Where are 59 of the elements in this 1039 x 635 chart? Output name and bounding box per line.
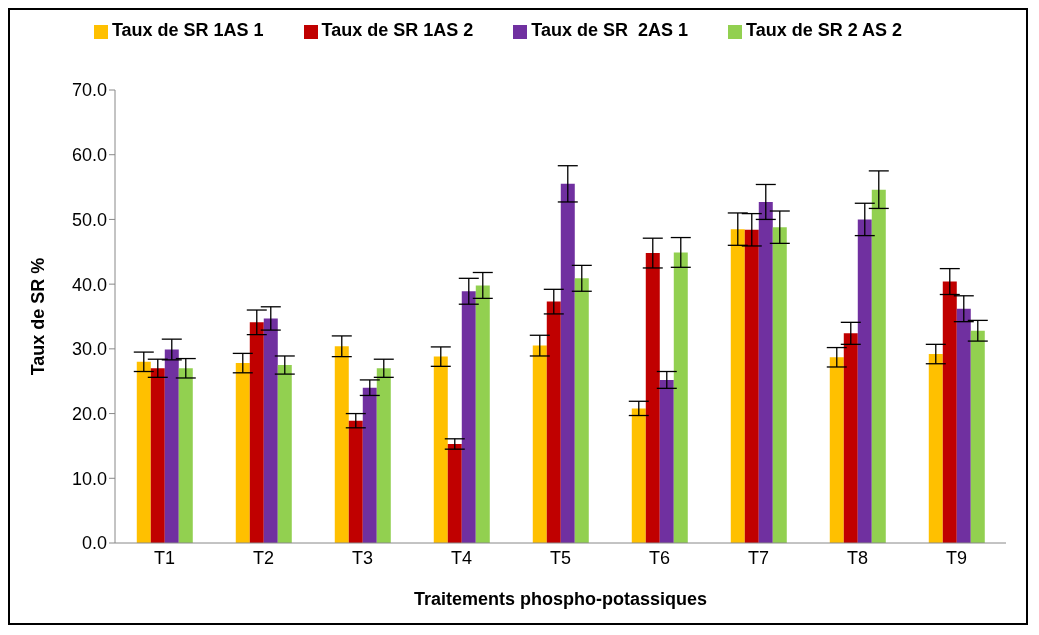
- bar: [659, 379, 674, 543]
- bar: [362, 387, 377, 543]
- legend-label: Taux de SR 1AS 1: [111, 20, 264, 40]
- legend-label: Taux de SR 1AS 2: [321, 20, 474, 40]
- bar: [928, 354, 943, 543]
- bar: [277, 365, 292, 543]
- bar: [772, 227, 787, 543]
- bar: [829, 357, 844, 543]
- x-tick-label: T2: [252, 547, 275, 568]
- x-tick-label: T3: [351, 547, 374, 568]
- bar: [334, 346, 349, 543]
- x-axis-title: Traitements phospho-potassiques: [413, 589, 708, 609]
- bar: [461, 291, 476, 543]
- y-tick-label: 30.0: [71, 339, 107, 360]
- bar: [150, 368, 165, 543]
- y-tick-label: 10.0: [71, 468, 107, 489]
- legend-label: Taux de SR 2AS 1: [531, 20, 689, 40]
- bar: [730, 229, 745, 543]
- y-tick-label: 50.0: [71, 209, 107, 230]
- bar: [164, 349, 179, 543]
- bar: [249, 322, 264, 543]
- bar: [574, 278, 589, 543]
- bar: [956, 308, 971, 543]
- x-tick-label: T1: [153, 547, 176, 568]
- bar: [348, 420, 363, 543]
- bar: [263, 318, 278, 543]
- bar: [178, 368, 193, 543]
- bar: [871, 189, 886, 543]
- bar: [942, 281, 957, 543]
- x-tick-label: T4: [450, 547, 473, 568]
- bar: [475, 285, 490, 543]
- y-tick-label: 70.0: [71, 80, 107, 101]
- bar: [843, 333, 858, 543]
- bar: [631, 408, 646, 543]
- y-tick-label: 60.0: [71, 145, 107, 166]
- bar: [546, 301, 561, 543]
- bar: [235, 363, 250, 543]
- bar: [560, 183, 575, 543]
- bar: [857, 219, 872, 543]
- y-tick-label: 0.0: [81, 533, 107, 554]
- bar: [744, 229, 759, 543]
- bar: [136, 361, 151, 543]
- bar: [447, 443, 462, 543]
- bar: [433, 356, 448, 543]
- bar: [645, 253, 660, 543]
- y-tick-label: 40.0: [71, 274, 107, 295]
- x-tick-label: T8: [846, 547, 869, 568]
- bar: [673, 252, 688, 543]
- y-tick-label: 20.0: [71, 403, 107, 424]
- x-tick-label: T6: [648, 547, 671, 568]
- y-axis-title: Taux de SR %: [28, 257, 49, 376]
- x-tick-label: T5: [549, 547, 572, 568]
- x-tick-label: T7: [747, 547, 770, 568]
- bar: [758, 201, 773, 543]
- x-tick-label: T9: [945, 547, 968, 568]
- bar: [970, 330, 985, 543]
- legend-label: Taux de SR 2 AS 2: [746, 20, 903, 40]
- bar: [376, 368, 391, 543]
- bar: [532, 345, 547, 543]
